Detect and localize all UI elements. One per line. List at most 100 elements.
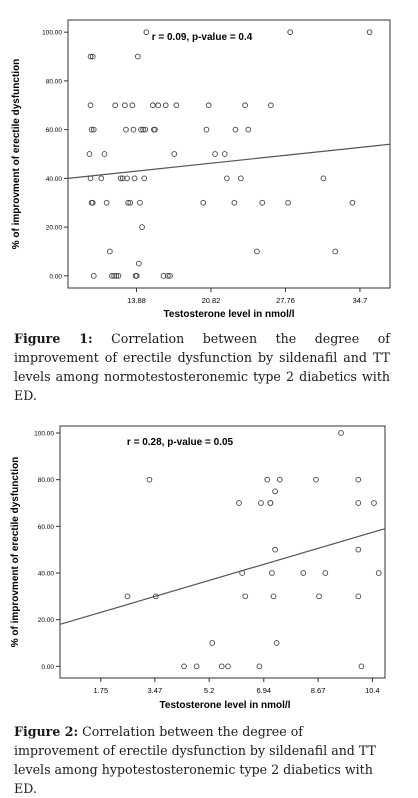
data-point (236, 500, 242, 506)
y-tick-label: 40.00 (46, 176, 63, 183)
data-point (115, 272, 122, 279)
y-axis-label: % of improvment of erectile dysfunction (11, 59, 22, 250)
data-point (152, 593, 159, 600)
regression-line (67, 143, 391, 179)
data-point (358, 663, 365, 670)
y-tick-label: 80.00 (46, 78, 63, 85)
data-point (200, 199, 207, 206)
data-point (218, 663, 225, 670)
data-point (232, 126, 239, 133)
data-point (125, 199, 131, 206)
data-point (316, 593, 322, 600)
figure-2-text: Correlation between the degree of improv… (14, 724, 376, 796)
data-point (320, 175, 327, 182)
data-point (355, 546, 362, 553)
scatter-plot-1: r = 0.09, p-value = 0.4 Testosterone lev… (11, 19, 391, 320)
data-point (87, 175, 94, 182)
data-point (355, 500, 362, 506)
data-point (107, 248, 113, 255)
data-point (167, 272, 173, 279)
x-tick-label: 3.47 (148, 686, 163, 695)
data-point (242, 593, 249, 600)
data-point (181, 663, 187, 670)
x-tick-label: 13.88 (127, 296, 146, 305)
plot-area (59, 425, 386, 679)
scatter-plot-2: r = 0.28, p-value = 0.05 Testosterone le… (10, 425, 386, 711)
data-point (131, 175, 138, 182)
data-point (224, 175, 230, 182)
y-tick-label: 60.00 (46, 127, 63, 134)
data-point (193, 663, 200, 670)
data-point (112, 102, 119, 109)
data-point (129, 102, 136, 109)
data-point (164, 272, 171, 279)
x-tick-label: 5.2 (204, 686, 214, 695)
data-point (149, 102, 156, 109)
data-point (375, 570, 382, 576)
data-point (111, 272, 118, 279)
data-point (239, 570, 245, 576)
data-point (119, 175, 126, 182)
data-point (146, 476, 153, 483)
y-tick-label: 20.00 (38, 617, 55, 624)
x-tick-label: 6.94 (256, 686, 271, 695)
correlation-annotation: r = 0.09, p-value = 0.4 (152, 32, 253, 43)
data-point (134, 53, 141, 60)
data-point (160, 272, 167, 279)
data-point (355, 593, 362, 600)
x-tick-label: 1.75 (94, 686, 109, 695)
data-point (258, 500, 264, 506)
data-point (89, 53, 96, 60)
data-point (87, 102, 94, 109)
figure-1-caption: Figure 1: Correlation between the degree… (14, 329, 390, 405)
data-point (171, 151, 178, 157)
data-point (221, 151, 228, 157)
data-point (245, 126, 252, 133)
data-point (86, 151, 93, 157)
data-point (127, 199, 134, 206)
data-point (332, 248, 339, 255)
y-tick-label: 0.00 (41, 664, 54, 671)
data-point (276, 476, 283, 483)
y-tick-label: 20.00 (46, 225, 63, 232)
data-point (130, 126, 137, 133)
data-point (113, 272, 120, 279)
data-point (256, 663, 263, 670)
data-point (90, 126, 97, 133)
data-point (203, 126, 210, 133)
data-point (139, 224, 145, 230)
data-point (155, 102, 162, 109)
data-point (225, 663, 231, 670)
x-axis-label: Testosterone level in nmol/l (164, 309, 295, 320)
data-point (322, 570, 329, 576)
figure-1-label: Figure 1: (14, 331, 93, 346)
data-point (117, 175, 124, 182)
data-point (123, 126, 129, 133)
data-point (349, 199, 356, 206)
y-tick-label: 0.00 (49, 273, 62, 280)
data-point (371, 500, 377, 506)
data-point (173, 102, 180, 109)
figure-2-caption: Figure 2: Correlation between the degree… (14, 722, 390, 798)
y-tick-label: 60.00 (38, 524, 55, 531)
data-point (109, 272, 115, 279)
x-tick-label: 10.4 (365, 686, 380, 695)
data-point (212, 151, 218, 157)
data-point (135, 260, 142, 267)
scatter-chart-1: r = 0.09, p-value = 0.4 Testosterone lev… (0, 0, 418, 330)
data-point (152, 126, 158, 133)
data-point (133, 272, 140, 279)
data-point (162, 102, 169, 109)
data-point (269, 570, 275, 576)
data-point (143, 29, 150, 36)
data-point (355, 476, 362, 483)
figure-2-label: Figure 2: (14, 724, 79, 739)
data-point (88, 126, 95, 133)
data-point (338, 430, 344, 436)
data-point (300, 570, 307, 576)
data-point (313, 476, 319, 483)
data-point (366, 29, 373, 36)
data-point (141, 175, 148, 182)
y-tick-label: 100.00 (34, 431, 54, 438)
data-point (137, 199, 143, 206)
